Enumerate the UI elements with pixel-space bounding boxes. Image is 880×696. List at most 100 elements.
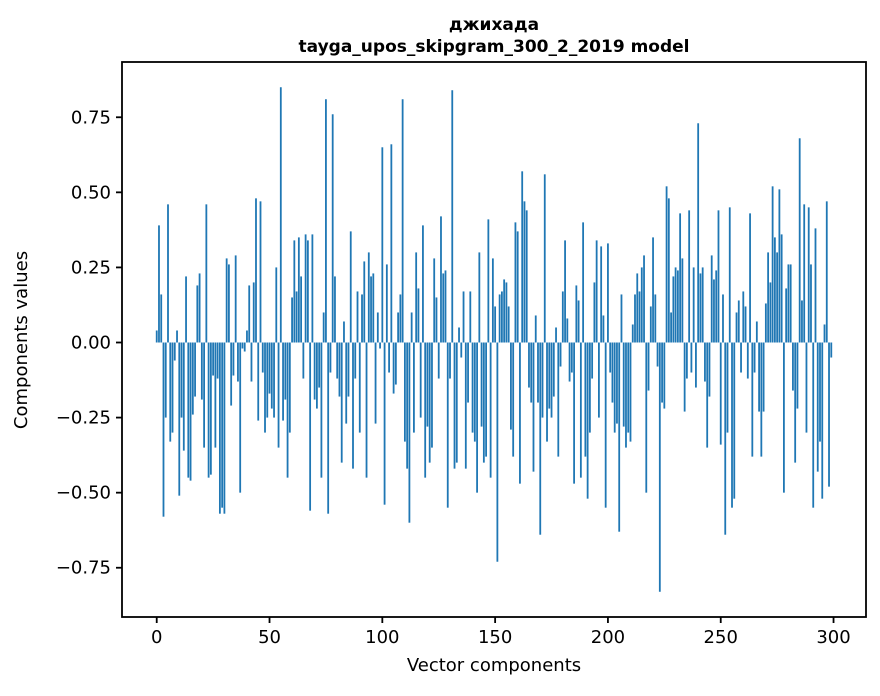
bar: [573, 342, 575, 484]
bar: [541, 342, 544, 418]
bar: [340, 342, 343, 463]
bar: [521, 171, 524, 343]
bar: [546, 342, 548, 442]
bar: [334, 276, 336, 343]
bar: [638, 291, 641, 343]
bar: [361, 294, 363, 343]
bar: [275, 267, 278, 343]
bar: [792, 342, 794, 391]
bar: [422, 225, 424, 343]
bar: [234, 255, 237, 343]
bar: [252, 282, 255, 343]
bar: [744, 306, 747, 343]
bar: [609, 342, 612, 373]
x-axis-label: Vector components: [407, 655, 581, 676]
bar: [171, 342, 174, 433]
bar: [724, 342, 727, 535]
bar: [613, 342, 616, 433]
bar: [478, 252, 481, 343]
bar: [627, 342, 630, 433]
bar: [297, 237, 300, 343]
bar: [367, 252, 370, 343]
bar: [370, 276, 372, 343]
bar: [207, 342, 210, 478]
bar: [379, 342, 381, 349]
bar: [501, 291, 503, 343]
bar: [676, 270, 679, 343]
bar: [591, 342, 594, 379]
bar: [388, 342, 390, 373]
bar: [160, 294, 163, 343]
bar: [749, 213, 751, 343]
bar: [710, 255, 713, 343]
bar: [783, 342, 785, 493]
bar: [713, 279, 715, 343]
bar: [354, 342, 357, 379]
bar: [413, 342, 415, 433]
bar: [625, 342, 627, 448]
bar: [282, 342, 284, 421]
bar: [225, 258, 228, 343]
bar: [453, 342, 456, 469]
bar: [537, 342, 539, 403]
bar: [528, 342, 530, 388]
bar: [293, 240, 296, 343]
bar: [336, 342, 339, 379]
bar: [460, 342, 463, 358]
bar: [232, 342, 235, 376]
bar: [688, 210, 691, 343]
bar: [200, 342, 203, 400]
bar: [458, 327, 460, 343]
bar: [690, 342, 693, 373]
bar: [552, 342, 555, 397]
bar: [216, 342, 219, 379]
bar: [176, 330, 178, 343]
bar: [523, 201, 526, 343]
x-tick-label: 200: [591, 627, 625, 648]
bar: [255, 198, 257, 343]
bar: [343, 321, 345, 343]
bar: [399, 294, 402, 343]
bar: [769, 282, 772, 343]
bar: [717, 210, 720, 343]
bar: [582, 222, 585, 343]
bar: [670, 312, 672, 343]
bar: [464, 342, 467, 469]
x-tick-label: 100: [365, 627, 399, 648]
bar: [259, 201, 262, 343]
bar: [309, 342, 312, 511]
bar: [767, 252, 770, 343]
bar: [559, 342, 562, 367]
bar: [731, 342, 733, 508]
bar: [539, 342, 542, 535]
bar: [519, 342, 521, 484]
bar: [394, 342, 397, 385]
x-tick-label: 300: [816, 627, 850, 648]
bar: [634, 294, 636, 343]
bar: [588, 342, 591, 433]
bar: [325, 99, 327, 343]
bar: [347, 342, 350, 397]
bar: [814, 228, 817, 343]
bar: [771, 186, 774, 343]
bar: [607, 243, 609, 343]
bar: [435, 297, 438, 343]
bar: [381, 147, 384, 343]
bar: [570, 342, 573, 373]
bar: [611, 342, 614, 403]
bar: [189, 342, 192, 481]
bar: [663, 342, 666, 409]
bar: [543, 174, 546, 343]
bar: [751, 342, 754, 457]
bar: [451, 90, 454, 343]
bar: [810, 264, 812, 343]
bar: [489, 342, 492, 478]
bar: [397, 312, 400, 343]
bar: [187, 342, 190, 478]
bar: [383, 342, 386, 505]
bar: [498, 294, 501, 343]
bar: [428, 342, 431, 463]
bar: [825, 201, 828, 343]
x-tick-label: 50: [258, 627, 281, 648]
bar: [363, 261, 366, 343]
